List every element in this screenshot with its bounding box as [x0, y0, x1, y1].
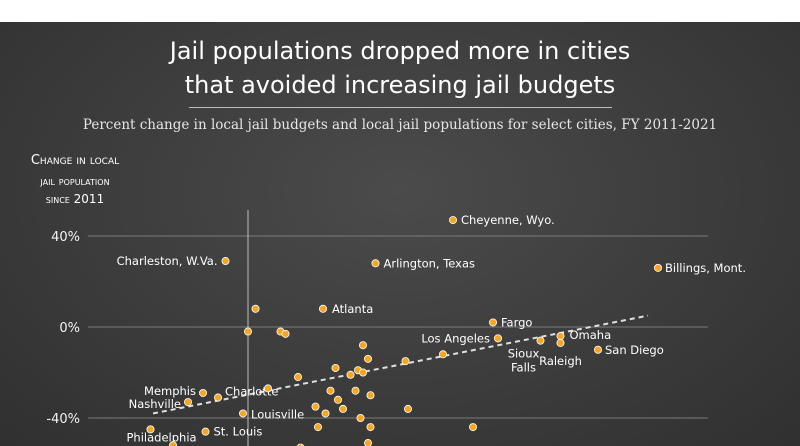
- y-tick-label: -40%: [46, 412, 80, 427]
- data-point: [468, 423, 477, 432]
- data-label: Arlington, Texas: [384, 256, 476, 270]
- data-point: [331, 363, 340, 372]
- data-point: [183, 398, 192, 407]
- y-axis-title-line-2: jail population: [40, 174, 110, 188]
- data-point: [263, 384, 272, 393]
- data-point: [366, 391, 375, 400]
- data-label: St. Louis: [214, 425, 263, 439]
- data-point: [221, 257, 230, 266]
- data-point: [364, 439, 372, 446]
- data-point: [338, 404, 347, 413]
- data-point: [313, 423, 322, 432]
- data-point: [356, 413, 365, 422]
- data-label: Omaha: [570, 328, 612, 342]
- data-point: [654, 263, 663, 272]
- data-point: [536, 336, 545, 345]
- data-point: [213, 393, 222, 402]
- data-point: [351, 386, 360, 395]
- chart-panel: Jail populations dropped more in cities …: [0, 22, 800, 446]
- trendline: [152, 314, 649, 415]
- y-axis-title-line-3: since 2011: [45, 192, 105, 206]
- data-point: [146, 425, 155, 434]
- title-divider: [189, 107, 612, 108]
- data-label: Los Angeles: [421, 331, 490, 345]
- y-axis-title-line-1: Change in local: [30, 153, 120, 168]
- data-point: [594, 345, 603, 354]
- data-point: [403, 404, 412, 413]
- data-label: Memphis: [144, 384, 196, 398]
- data-label: Billings, Mont.: [665, 261, 746, 275]
- data-point: [363, 354, 372, 363]
- data-point: [488, 318, 497, 327]
- data-point: [493, 334, 502, 343]
- data-label: Charleston, W.Va.: [117, 254, 218, 268]
- data-point: [198, 388, 207, 397]
- data-point: [401, 357, 410, 366]
- data-point: [238, 409, 247, 418]
- data-point: [321, 409, 330, 418]
- data-point: [243, 327, 252, 336]
- data-label: Philadelphia: [127, 430, 197, 444]
- y-tick-label: 40%: [51, 230, 80, 245]
- chart-title-line-2: that avoided increasing jail budgets: [184, 71, 616, 99]
- data-label: Atlanta: [332, 302, 373, 316]
- data-point: [366, 423, 375, 432]
- data-point: [296, 443, 305, 446]
- data-label: Cheyenne, Wyo.: [461, 213, 555, 227]
- data-point: [201, 427, 210, 436]
- data-label: Nashville: [129, 397, 181, 411]
- data-label: San Diego: [605, 343, 664, 357]
- data-point: [311, 402, 320, 411]
- data-point: [556, 332, 565, 341]
- data-point: [333, 395, 342, 404]
- data-point: [556, 338, 565, 347]
- data-point: [169, 441, 177, 446]
- data-label: Fargo: [501, 315, 532, 329]
- data-point: [346, 370, 355, 379]
- data-label: Raleigh: [539, 354, 582, 368]
- data-point: [293, 373, 302, 382]
- data-label: Louisville: [251, 407, 304, 421]
- data-point: [251, 304, 260, 313]
- chart-title-line-1: Jail populations dropped more in cities: [169, 37, 631, 65]
- data-point: [438, 350, 447, 359]
- data-point: [448, 216, 457, 225]
- y-tick-label: 0%: [59, 321, 80, 336]
- chart-subtitle: Percent change in local jail budgets and…: [82, 117, 718, 133]
- data-point: [318, 304, 327, 313]
- scatter-plot: 40% 0% -40% Cheyenne, Wyo. Charleston, W.Va.…: [46, 210, 746, 446]
- data-point: [326, 386, 335, 395]
- data-label: Sioux: [508, 347, 540, 361]
- data-point: [281, 329, 290, 338]
- data-point: [358, 341, 367, 350]
- data-point: [371, 259, 380, 268]
- data-point: [358, 368, 367, 377]
- data-label: Falls: [511, 361, 536, 375]
